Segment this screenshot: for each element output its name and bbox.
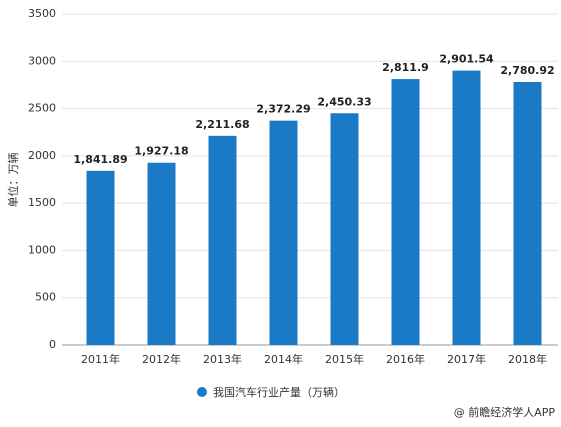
footer: @ 前瞻经济学人APP [454, 405, 556, 419]
x-tick-label: 2013年 [203, 352, 242, 366]
bar [86, 170, 115, 345]
x-tick-label: 2017年 [447, 352, 486, 366]
y-axis-label: 单位：万辆 [6, 153, 20, 208]
y-tick-label: 0 [49, 338, 56, 351]
y-tick-label: 1500 [28, 196, 56, 209]
value-label: 1,841.89 [73, 153, 127, 166]
value-label: 2,211.68 [195, 118, 249, 131]
value-label: 2,811.9 [382, 61, 429, 74]
bar [513, 82, 542, 345]
value-label: 2,450.33 [317, 95, 371, 108]
bar [147, 162, 176, 345]
bar [208, 135, 237, 345]
y-tick-label: 3000 [28, 54, 56, 67]
y-tick-label: 1000 [28, 243, 56, 256]
bar [391, 79, 420, 346]
value-label: 1,927.18 [134, 145, 188, 158]
bar [330, 113, 359, 345]
x-tick-label: 2012年 [142, 352, 181, 366]
legend-label: 我国汽车行业产量（万辆） [213, 385, 345, 399]
y-tick-label: 2500 [28, 102, 56, 115]
legend-marker [197, 387, 207, 397]
value-label: 2,901.54 [439, 53, 494, 66]
bar [269, 120, 298, 346]
value-label: 2,780.92 [500, 64, 554, 77]
x-tick-label: 2011年 [81, 352, 120, 366]
x-tick-label: 2015年 [325, 352, 364, 366]
value-label: 2,372.29 [256, 103, 310, 116]
x-tick-label: 2018年 [508, 352, 547, 366]
y-tick-label: 3500 [28, 7, 56, 20]
x-tick-label: 2016年 [386, 352, 425, 366]
y-tick-label: 500 [35, 291, 56, 304]
y-tick-label: 2000 [28, 149, 56, 162]
x-tick-label: 2014年 [264, 352, 303, 366]
bar [452, 70, 481, 345]
